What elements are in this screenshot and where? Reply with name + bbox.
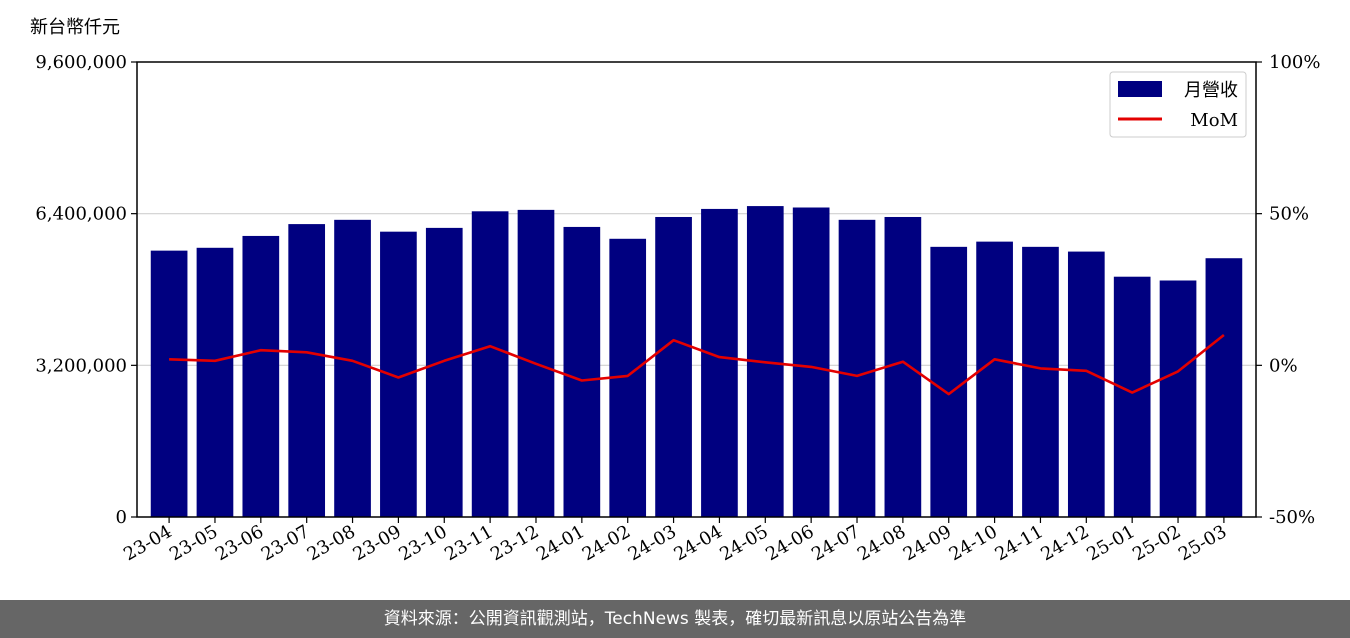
revenue-bar <box>1205 258 1243 517</box>
legend-bar-swatch <box>1118 81 1162 97</box>
plot-frame <box>136 61 1257 518</box>
revenue-bar <box>150 250 188 517</box>
left-tick-label: 3,200,000 <box>35 355 127 376</box>
x-tick-label: 24-06 <box>762 521 817 565</box>
x-tick-label: 23-12 <box>487 521 542 565</box>
right-axis-ticks: -50% 0% 50% 100% <box>1256 52 1320 528</box>
x-tick-label: 23-06 <box>212 521 267 565</box>
right-tick-label: 50% <box>1269 204 1309 225</box>
revenue-bar <box>288 224 326 517</box>
source-footer: 資料來源：公開資訊觀測站，TechNews 製表，確切最新訊息以原站公告為準 <box>0 600 1350 638</box>
revenue-bar <box>701 208 738 518</box>
bar-series <box>150 206 1243 518</box>
x-tick-label: 24-04 <box>670 521 725 565</box>
revenue-bar <box>1067 251 1105 518</box>
x-tick-label: 23-05 <box>166 521 221 565</box>
x-tick-label: 24-02 <box>579 521 634 565</box>
mom-line <box>169 333 1225 396</box>
x-tick-label: 23-04 <box>120 521 175 565</box>
legend-bar-label: 月營收 <box>1184 80 1238 101</box>
x-tick-label: 24-08 <box>854 521 909 565</box>
x-axis-ticks: 23-0423-0523-0623-0723-0823-0923-1023-11… <box>120 517 1230 565</box>
x-tick-label: 24-07 <box>808 521 863 565</box>
x-tick-label: 23-08 <box>304 521 359 565</box>
left-tick-label: 6,400,000 <box>35 204 127 225</box>
revenue-bar <box>563 226 601 517</box>
revenue-chart: 新台幣仟元 0 3,200,000 6,400,000 9,600,000 -50% 0… <box>30 17 1320 565</box>
revenue-bar <box>334 219 371 517</box>
y-unit-label: 新台幣仟元 <box>30 17 120 38</box>
x-tick-label: 25-01 <box>1083 521 1138 565</box>
x-tick-label: 24-09 <box>900 521 955 565</box>
x-tick-label: 24-11 <box>992 521 1047 565</box>
x-tick-label: 23-07 <box>258 521 313 565</box>
revenue-bar <box>976 241 1013 518</box>
legend: 月營收 MoM <box>1109 71 1247 138</box>
x-tick-label: 25-03 <box>1175 521 1230 565</box>
x-tick-label: 23-11 <box>441 521 496 565</box>
revenue-bar <box>884 216 922 517</box>
revenue-bar <box>1022 246 1059 517</box>
mom-series <box>169 333 1225 396</box>
revenue-bar <box>425 227 463 517</box>
revenue-bar <box>792 207 830 518</box>
right-tick-label: -50% <box>1269 507 1315 528</box>
right-tick-label: 0% <box>1269 355 1298 376</box>
revenue-bar <box>242 235 280 518</box>
x-tick-label: 23-10 <box>395 521 450 565</box>
x-tick-label: 24-01 <box>533 521 588 565</box>
left-tick-label: 0 <box>116 507 127 528</box>
revenue-bar <box>196 247 234 517</box>
legend-line-label: MoM <box>1190 110 1238 131</box>
x-tick-label: 23-09 <box>349 521 404 565</box>
x-tick-label: 24-05 <box>716 521 771 565</box>
x-tick-label: 24-12 <box>1037 521 1092 565</box>
revenue-bar <box>1159 280 1197 517</box>
revenue-bar <box>471 211 509 517</box>
x-tick-label: 25-02 <box>1129 521 1184 565</box>
left-axis-ticks: 0 3,200,000 6,400,000 9,600,000 <box>35 52 137 528</box>
axes <box>136 61 1257 518</box>
left-tick-label: 9,600,000 <box>35 52 127 73</box>
revenue-bar <box>838 219 876 517</box>
revenue-bar <box>380 231 417 518</box>
x-tick-label: 24-03 <box>625 521 680 565</box>
revenue-bar <box>1113 276 1151 517</box>
revenue-bar <box>930 246 968 517</box>
x-tick-label: 24-10 <box>946 521 1001 565</box>
revenue-bar <box>655 216 692 517</box>
right-tick-label: 100% <box>1269 52 1320 73</box>
